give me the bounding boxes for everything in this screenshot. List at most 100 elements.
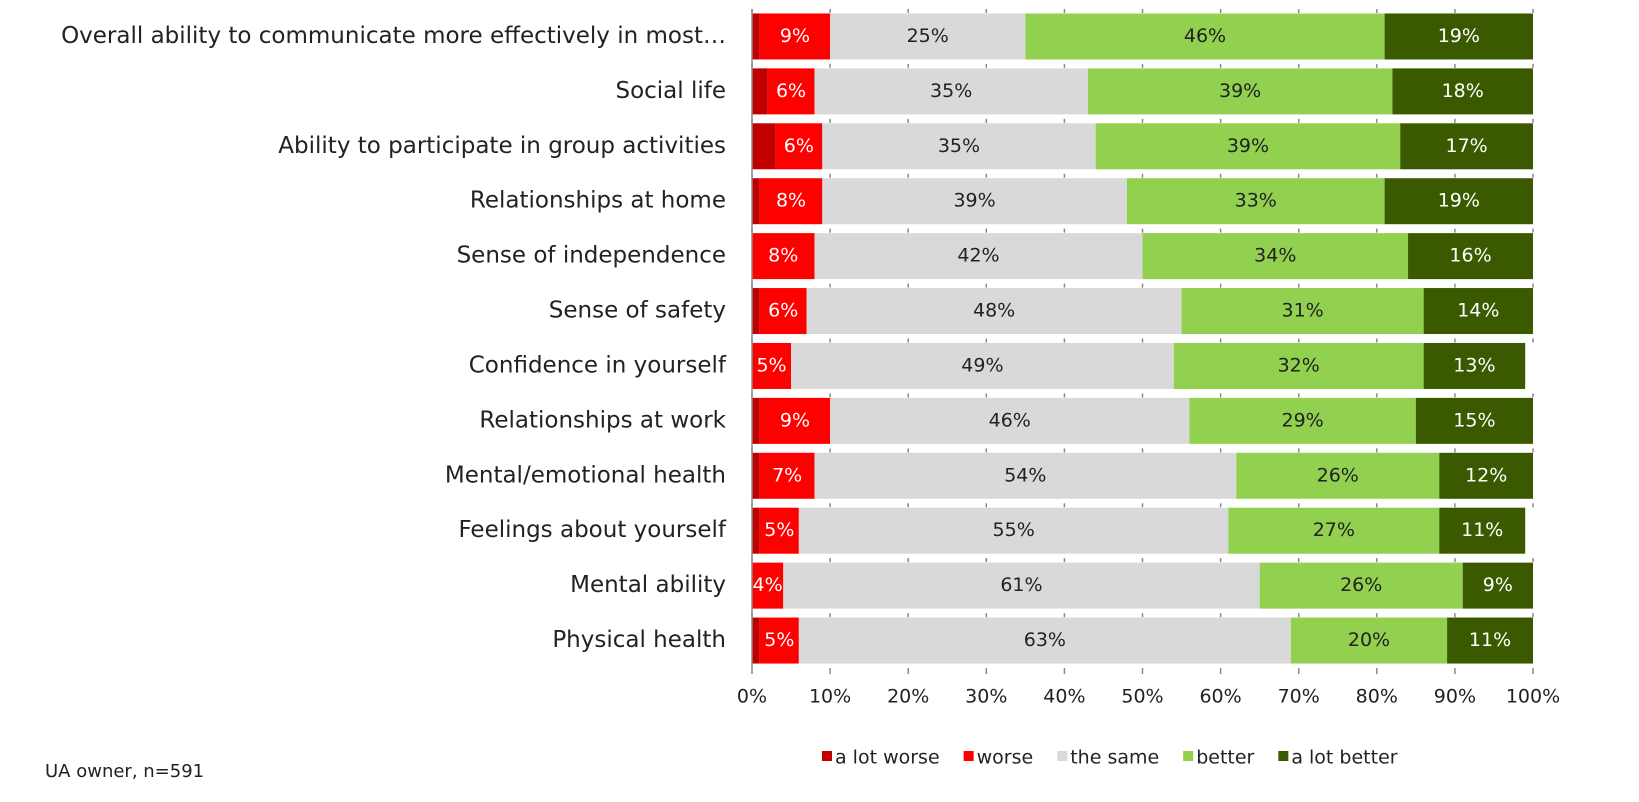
data-label: 39% (1219, 80, 1261, 102)
category-label: Physical health (552, 627, 726, 653)
x-tick-label: 100% (1506, 686, 1560, 708)
data-label: 32% (1278, 354, 1320, 376)
bar-segment (752, 13, 760, 60)
bar-segment (1408, 233, 1533, 280)
category-label: Overall ability to communicate more effe… (61, 23, 726, 49)
legend-label: a lot better (1291, 747, 1397, 769)
bar-segment (759, 507, 799, 554)
data-label: 46% (989, 409, 1031, 431)
data-label: 8% (776, 190, 806, 212)
x-tick-label: 30% (965, 686, 1007, 708)
x-tick-label: 0% (737, 686, 767, 708)
x-tick-label: 40% (1043, 686, 1085, 708)
bar-segment (798, 617, 1291, 664)
bar-segment (759, 13, 831, 60)
bar-segment (752, 452, 760, 499)
bar-segment (752, 123, 776, 170)
category-label: Feelings about yourself (458, 517, 726, 543)
x-tick-label: 10% (809, 686, 851, 708)
bar-segment (1087, 68, 1393, 115)
bar-segment (798, 507, 1229, 554)
bar-segment (1384, 178, 1533, 225)
bar-segment (759, 617, 799, 664)
bar-segment (752, 288, 760, 335)
data-label: 54% (1004, 464, 1046, 486)
data-label: 4% (753, 574, 783, 596)
bar-segment (822, 123, 1096, 170)
data-label: 61% (1000, 574, 1042, 596)
bar-segment (830, 13, 1026, 60)
data-label: 9% (780, 409, 810, 431)
bar-segment (1439, 452, 1533, 499)
bar-segment (830, 397, 1190, 444)
category-label: Relationships at home (470, 188, 726, 214)
data-label: 48% (973, 300, 1015, 322)
data-label: 34% (1254, 245, 1296, 267)
data-label: 25% (907, 25, 949, 47)
bar-segment (767, 68, 815, 115)
category-label: Ability to participate in group activiti… (278, 133, 726, 159)
x-tick-label: 80% (1356, 686, 1398, 708)
data-label: 29% (1281, 409, 1323, 431)
bar-segment (759, 288, 807, 335)
data-label: 20% (1348, 629, 1390, 651)
bar-segment (814, 452, 1237, 499)
legend-swatch (1057, 751, 1068, 761)
bar-segment (752, 617, 760, 664)
data-label: 11% (1469, 629, 1511, 651)
bar-segment (1142, 233, 1409, 280)
data-label: 9% (780, 25, 810, 47)
category-label: Sense of independence (457, 243, 726, 269)
bar-segment (1126, 178, 1385, 225)
data-label: 35% (930, 80, 972, 102)
category-label: Mental/emotional health (445, 462, 726, 488)
bar-segment (1392, 68, 1533, 115)
bar-segment (814, 68, 1088, 115)
data-label: 15% (1453, 409, 1495, 431)
data-label: 12% (1465, 464, 1507, 486)
data-label: 26% (1340, 574, 1382, 596)
bar-segment (752, 68, 768, 115)
x-tick-label: 20% (887, 686, 929, 708)
bar-segment (1181, 288, 1424, 335)
bar-segment (759, 178, 823, 225)
data-label: 39% (1227, 135, 1269, 157)
legend-label: a lot worse (835, 747, 940, 769)
bar-segment (1236, 452, 1440, 499)
data-label: 19% (1438, 25, 1480, 47)
data-label: 14% (1457, 300, 1499, 322)
data-label: 63% (1024, 629, 1066, 651)
data-label: 19% (1438, 190, 1480, 212)
bar-segment (1439, 507, 1526, 554)
x-tick-label: 70% (1278, 686, 1320, 708)
bar-segment (1462, 562, 1533, 609)
data-label: 35% (938, 135, 980, 157)
data-label: 18% (1442, 80, 1484, 102)
legend-label: better (1196, 747, 1254, 769)
bar-segment (752, 507, 760, 554)
bar-segment (1423, 342, 1526, 389)
data-label: 26% (1317, 464, 1359, 486)
data-label: 7% (772, 464, 802, 486)
bar-segment (1228, 507, 1440, 554)
legend-swatch (1183, 751, 1194, 761)
data-label: 33% (1235, 190, 1277, 212)
legend-swatch (963, 751, 974, 761)
data-label: 6% (776, 80, 806, 102)
data-label: 16% (1449, 245, 1491, 267)
bar-segment (752, 562, 784, 609)
note: UA owner, n=591 (45, 761, 204, 782)
bar-segment (822, 178, 1127, 225)
category-label: Confidence in yourself (469, 352, 727, 378)
data-label: 39% (953, 190, 995, 212)
data-label: 5% (756, 354, 786, 376)
bar-segment (1259, 562, 1463, 609)
category-label: Social life (615, 78, 726, 104)
bar-segment (752, 342, 792, 389)
data-label: 5% (764, 629, 794, 651)
data-label: 8% (768, 245, 798, 267)
bar-segment (814, 233, 1143, 280)
bar-segment (1173, 342, 1424, 389)
